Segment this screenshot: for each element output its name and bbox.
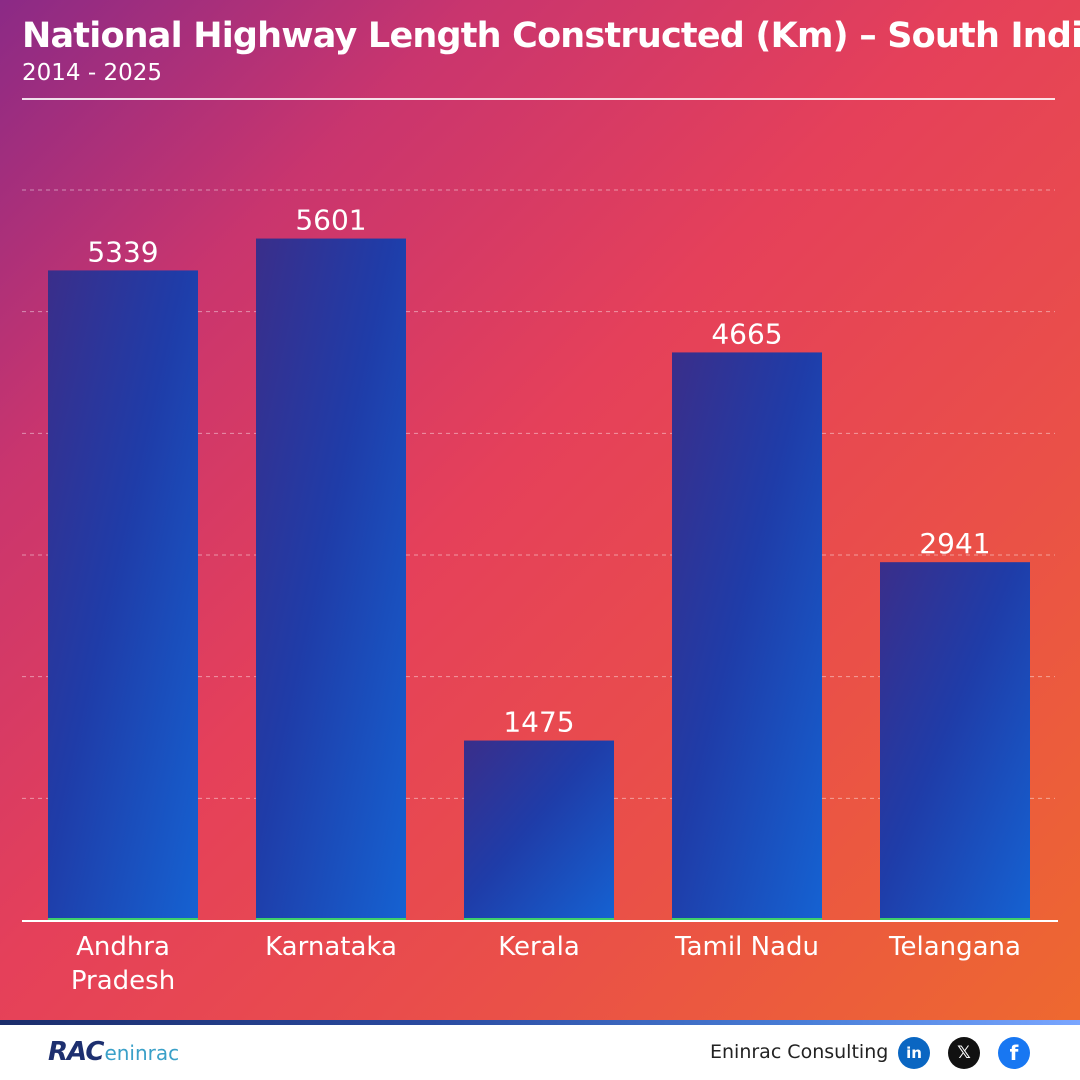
bar-base-accent [672,918,822,920]
x-tick-labels: Andhra Pradesh Karnataka Kerala Tamil Nadu Te… [71,932,1021,996]
facebook-icon[interactable]: f [998,1037,1030,1069]
eninrac-logo: RAC eninrac [48,1035,179,1069]
footer-accent-strip [0,1020,1080,1025]
logo-rac-text: RAC [48,1037,104,1067]
bar-chart: 5339 5601 1475 4665 2941 Andhra Pradesh Karnat… [48,204,1030,996]
bar-base-accent [48,918,198,920]
bar-base-accent [880,918,1030,920]
bar-tamil-nadu [672,352,822,920]
data-label: 4665 [711,317,782,350]
bar-base-accent [464,918,614,920]
linkedin-icon[interactable]: in [898,1037,930,1069]
x-tick-label: Kerala [498,932,580,962]
bars [48,238,1030,921]
data-label: 1475 [503,706,574,739]
footer-bar: RAC eninrac Eninrac Consulting in 𝕏 f [0,1025,1080,1080]
bar-telangana [880,562,1030,920]
data-label: 2941 [919,527,990,560]
x-tick-label: Telangana [888,932,1021,962]
bar-karnataka [256,238,406,921]
header-divider [22,98,1055,100]
data-label: 5601 [295,204,366,237]
bar-base-accent [256,918,406,920]
x-tick-label: Andhra Pradesh [71,932,175,996]
x-icon[interactable]: 𝕏 [948,1037,980,1069]
chart-title: National Highway Length Constructed (Km)… [22,16,1080,56]
brand-name: Eninrac Consulting [710,1041,889,1063]
x-tick-label: Karnataka [265,932,397,962]
data-label: 5339 [87,235,158,268]
value-labels: 5339 5601 1475 4665 2941 [87,204,990,739]
bar-andhra-pradesh [48,270,198,921]
logo-eninrac-text: eninrac [104,1041,180,1065]
x-tick-label: Tamil Nadu [674,932,819,962]
chart-subtitle: 2014 - 2025 [22,60,162,86]
bar-kerala [464,740,614,920]
